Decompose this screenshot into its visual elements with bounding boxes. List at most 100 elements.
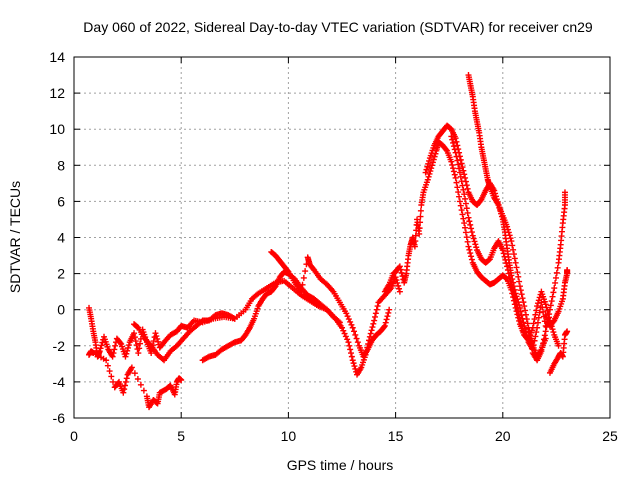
- x-tick-label: 0: [70, 428, 78, 444]
- data-point: [340, 327, 347, 334]
- data-point: [531, 337, 538, 344]
- data-point: [471, 238, 478, 245]
- x-tick-label: 20: [495, 428, 511, 444]
- data-point: [452, 174, 459, 181]
- data-point: [104, 362, 111, 369]
- data-point: [352, 365, 359, 372]
- data-point: [510, 291, 517, 298]
- data-point: [393, 277, 400, 284]
- data-point: [548, 298, 555, 305]
- data-point: [498, 213, 505, 220]
- data-point: [123, 375, 130, 382]
- data-point: [448, 158, 455, 165]
- data-point: [554, 264, 561, 271]
- y-tick-label: 12: [49, 85, 65, 101]
- data-point: [536, 309, 543, 316]
- data-point: [432, 150, 439, 157]
- data-point: [510, 246, 517, 253]
- y-tick-label: -4: [53, 374, 66, 390]
- data-point: [520, 299, 527, 306]
- data-point: [427, 168, 434, 175]
- x-tick-label: 15: [388, 428, 404, 444]
- data-point: [148, 350, 155, 357]
- data-point: [124, 347, 131, 354]
- y-tick-label: 14: [49, 49, 65, 65]
- data-point: [339, 324, 345, 331]
- data-point: [155, 338, 162, 345]
- data-point: [354, 339, 361, 346]
- x-tick-label: 25: [602, 428, 618, 444]
- data-point: [137, 340, 144, 347]
- data-point: [392, 274, 399, 281]
- data-point: [535, 314, 542, 321]
- data-point: [501, 253, 508, 260]
- data-point: [525, 328, 532, 335]
- data-point: [505, 270, 512, 277]
- data-point: [448, 133, 455, 140]
- y-tick-label: 10: [49, 121, 65, 137]
- data-point: [344, 336, 351, 343]
- data-point: [504, 266, 511, 273]
- data-point: [121, 386, 128, 393]
- data-point: [396, 288, 403, 295]
- data-point: [96, 348, 103, 355]
- data-point: [231, 315, 238, 322]
- data-point: [498, 210, 505, 217]
- data-point: [368, 327, 375, 334]
- data-point: [512, 297, 519, 304]
- data-point: [117, 339, 124, 346]
- data-point: [372, 313, 379, 320]
- data-point: [551, 285, 558, 292]
- data-point: [110, 350, 117, 357]
- data-point: [150, 338, 157, 345]
- data-point: [455, 189, 462, 196]
- data-point: [300, 274, 307, 281]
- data-point: [535, 297, 542, 304]
- data-point: [458, 207, 465, 214]
- data-point: [517, 287, 524, 294]
- data-point: [349, 324, 356, 331]
- data-point: [514, 304, 521, 311]
- data-point: [152, 330, 159, 337]
- data-point: [503, 260, 510, 267]
- data-point: [468, 256, 475, 263]
- data-point: [540, 308, 547, 315]
- data-point: [517, 318, 524, 325]
- data-point: [128, 364, 135, 371]
- data-point: [428, 165, 435, 172]
- data-point: [516, 312, 523, 319]
- data-point: [495, 202, 502, 209]
- data-point: [540, 336, 547, 343]
- data-points: [86, 72, 571, 411]
- data-point: [469, 232, 476, 239]
- y-tick-label: 2: [57, 266, 65, 282]
- data-point: [342, 333, 349, 340]
- data-point: [550, 289, 557, 296]
- data-point: [99, 339, 106, 346]
- data-point: [443, 146, 450, 153]
- data-point: [543, 304, 550, 311]
- data-point: [515, 273, 522, 280]
- data-point: [509, 242, 516, 249]
- data-point: [457, 202, 464, 209]
- data-point: [136, 345, 143, 352]
- data-point: [511, 294, 518, 301]
- data-point: [561, 189, 568, 196]
- data-point: [384, 313, 391, 320]
- data-point: [131, 334, 138, 341]
- data-point: [504, 263, 511, 270]
- data-point: [462, 224, 469, 231]
- data-point: [461, 171, 468, 178]
- data-point: [386, 306, 393, 313]
- data-point: [546, 311, 553, 318]
- data-point: [103, 357, 110, 364]
- data-point: [459, 211, 466, 218]
- data-point: [549, 326, 556, 333]
- data-point: [454, 142, 461, 149]
- y-tick-label: 0: [57, 302, 65, 318]
- data-point: [351, 363, 358, 370]
- data-point: [382, 319, 389, 326]
- data-point: [514, 269, 521, 276]
